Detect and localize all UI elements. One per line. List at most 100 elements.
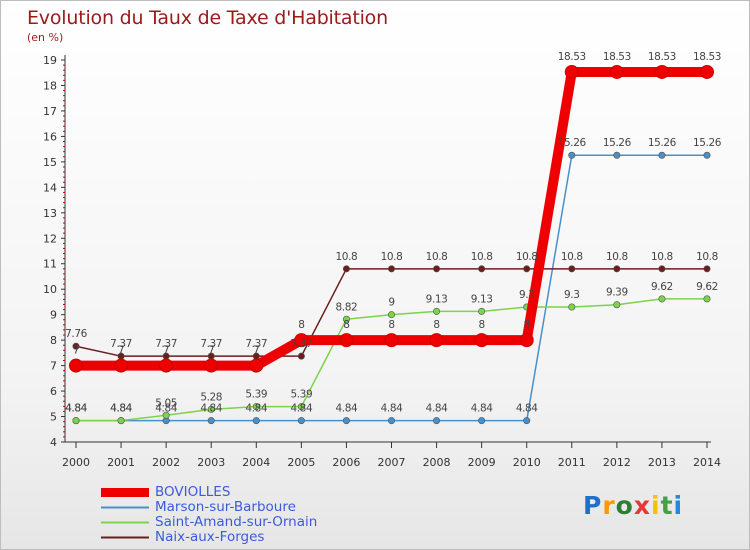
data-label: 15.26 [648, 137, 677, 149]
data-point [69, 358, 83, 373]
chart-title: Evolution du Taux de Taxe d'Habitation [27, 7, 388, 29]
data-point [297, 417, 305, 425]
data-point [339, 333, 354, 348]
data-label: 5.39 [245, 389, 267, 401]
legend-swatch [101, 506, 149, 509]
y-tick-label: 18 [43, 79, 57, 92]
data-point [523, 265, 531, 273]
data-label: 4.84 [245, 403, 267, 415]
data-point [252, 403, 260, 411]
data-point [387, 417, 395, 425]
data-point [474, 333, 489, 348]
data-point [384, 333, 399, 348]
data-label: 4.84 [471, 403, 493, 415]
data-point [207, 405, 215, 413]
data-label: 10.8 [516, 251, 538, 263]
data-point [703, 295, 711, 303]
data-label: 4.84 [381, 403, 403, 415]
data-label: 7 [118, 345, 124, 357]
data-point [342, 315, 350, 323]
data-label: 4.84 [516, 403, 538, 415]
data-point [654, 64, 669, 79]
data-label: 9.13 [426, 293, 448, 305]
x-tick-label: 2006 [332, 456, 360, 469]
data-label: 5.28 [200, 391, 222, 403]
data-point [568, 151, 576, 159]
data-label: 9.62 [651, 281, 673, 293]
legend-swatch [101, 536, 149, 539]
y-tick-label: 13 [43, 207, 57, 220]
data-label: 4.84 [110, 403, 132, 415]
data-point [703, 265, 711, 273]
data-label: 4.84 [65, 403, 87, 415]
x-tick-label: 2000 [62, 456, 90, 469]
x-tick-label: 2014 [693, 456, 721, 469]
y-tick-label: 16 [43, 130, 57, 143]
data-label: 8 [433, 319, 439, 331]
data-label: 9.3 [564, 289, 580, 301]
logo-letter: i [651, 491, 661, 520]
data-label: 18.53 [648, 51, 676, 63]
data-label: 4.84 [336, 403, 358, 415]
data-point [72, 342, 80, 350]
y-tick-label: 5 [50, 411, 57, 424]
data-point [294, 333, 309, 348]
data-label: 15.26 [558, 137, 587, 149]
legend-swatch [101, 521, 149, 524]
data-label: 7.37 [110, 338, 132, 350]
data-point [613, 151, 621, 159]
data-point [613, 265, 621, 273]
data-point [117, 417, 125, 425]
data-label: 4.84 [155, 403, 177, 415]
data-point [609, 64, 624, 79]
data-label: 8.82 [336, 301, 358, 313]
data-point [387, 311, 395, 319]
legend-label: Naix-aux-Forges [155, 529, 265, 545]
logo-letter: x [633, 491, 651, 520]
x-tick-label: 2007 [378, 456, 406, 469]
y-tick-label: 8 [50, 334, 57, 347]
data-label: 10.8 [471, 251, 493, 263]
data-label: 18.53 [693, 51, 721, 63]
legend-item: Saint-Amand-sur-Ornain [99, 515, 317, 530]
data-label: 7.37 [245, 338, 267, 350]
legend-item: Marson-sur-Barboure [99, 500, 317, 515]
data-label: 18.53 [603, 51, 631, 63]
x-tick-label: 2004 [242, 456, 270, 469]
data-label: 10.8 [651, 251, 673, 263]
logo-letter: P [583, 491, 603, 520]
y-tick-label: 12 [43, 232, 57, 245]
data-label: 10.8 [696, 251, 718, 263]
legend-label: BOVIOLLES [155, 484, 231, 500]
x-tick-label: 2003 [197, 456, 225, 469]
x-tick-label: 2013 [648, 456, 676, 469]
logo-letter: r [602, 491, 616, 520]
y-tick-label: 4 [50, 436, 57, 449]
y-tick-label: 19 [43, 54, 57, 67]
data-label: 7 [208, 345, 214, 357]
y-tick-label: 17 [43, 105, 57, 118]
data-point [568, 303, 576, 311]
data-point [433, 307, 441, 315]
data-point [72, 417, 80, 425]
data-point [523, 417, 531, 425]
logo-letter: i [673, 491, 684, 520]
data-point [478, 417, 486, 425]
data-point [297, 403, 305, 411]
data-label: 5.05 [155, 397, 177, 409]
data-point [568, 265, 576, 273]
data-label: 18.53 [558, 51, 586, 63]
x-tick-label: 2009 [468, 456, 496, 469]
data-point [658, 265, 666, 273]
data-label: 4.84 [426, 403, 448, 415]
data-point [658, 151, 666, 159]
data-label: 9.62 [696, 281, 718, 293]
data-label: 7 [163, 345, 169, 357]
data-label: 7.37 [155, 338, 177, 350]
data-point [429, 333, 444, 348]
data-point [162, 411, 170, 419]
y-tick-label: 14 [43, 181, 57, 194]
data-point [342, 265, 350, 273]
logo-letter: t [660, 491, 674, 520]
logo-letter: o [615, 491, 634, 520]
